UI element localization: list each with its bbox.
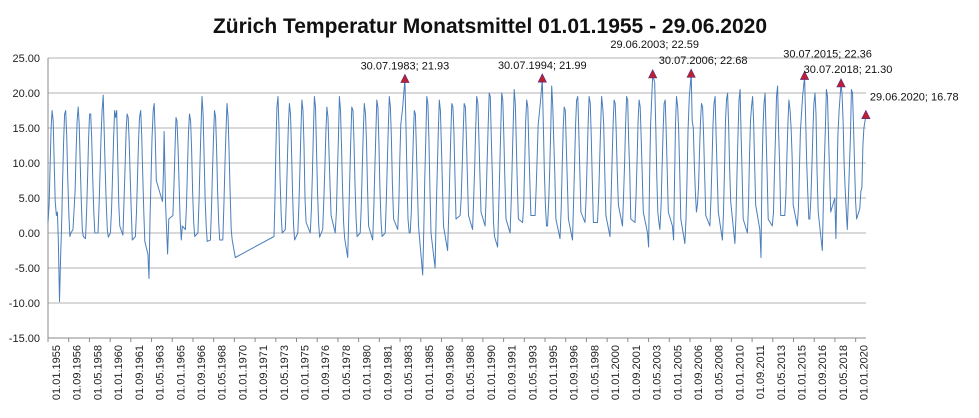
- x-tick-label: 01.01.1965: [175, 345, 187, 400]
- x-tick-label: 01.05.1958: [92, 345, 104, 400]
- x-tick-label: 01.09.1956: [72, 345, 84, 400]
- x-tick-label: 01.05.2008: [714, 345, 726, 400]
- x-tick-label: 01.01.1990: [486, 345, 498, 400]
- peak-annotation-label: 30.07.1983; 21.93: [361, 60, 450, 72]
- x-tick-label: 01.01.2020: [859, 345, 871, 400]
- x-tick-label: 01.09.1961: [134, 345, 146, 400]
- peak-marker: [648, 68, 658, 79]
- x-tick-label: 01.09.1981: [382, 345, 394, 400]
- x-tick-label: 01.01.2005: [672, 345, 684, 400]
- y-tick-label: 15.00: [12, 123, 40, 135]
- peak-marker: [400, 73, 410, 83]
- x-tick-label: 01.05.2018: [838, 345, 850, 400]
- x-tick-label: 01.01.2010: [734, 345, 746, 400]
- peak-annotation-label: 30.07.2015; 22.36: [783, 48, 872, 60]
- x-tick-label: 01.09.1986: [444, 345, 456, 400]
- x-tick-label: 01.09.2006: [693, 345, 705, 400]
- x-tick-label: 01.01.1995: [548, 345, 560, 400]
- x-tick-label: 01.05.1973: [279, 345, 291, 400]
- series-layer: [47, 73, 867, 303]
- axes: [47, 58, 866, 342]
- x-tick-label: 01.01.1960: [113, 345, 125, 400]
- peak-marker: [537, 73, 547, 83]
- x-tick-label: 01.09.1971: [258, 345, 270, 400]
- x-tick-label: 01.01.1980: [362, 345, 374, 400]
- y-tick-label: 10.00: [12, 158, 40, 170]
- x-tick-label: 01.05.1963: [155, 345, 167, 400]
- y-tick-label: -10.00: [9, 298, 40, 310]
- x-tick-label: 01.09.1966: [196, 345, 208, 400]
- x-tick-label: 01.09.2011: [755, 345, 767, 399]
- x-axis-tick-labels: 01.01.1955 01.09.1956 01.05.1958 01.01.1960…: [51, 345, 871, 400]
- x-tick-label: 01.01.1955: [51, 345, 63, 400]
- peak-annotations: 30.07.1983; 21.93 30.07.1994; 21.99 29.06.…: [361, 39, 959, 104]
- x-tick-label: 01.05.1993: [527, 345, 539, 400]
- peak-marker: [861, 109, 871, 119]
- peak-markers: [400, 68, 871, 119]
- peak-annotation-label: 29.06.2003; 22.59: [610, 39, 699, 51]
- x-tick-label: 01.05.2013: [776, 345, 788, 400]
- x-tick-label: 01.05.1988: [465, 345, 477, 400]
- y-tick-label: 20.00: [12, 88, 40, 100]
- x-tick-label: 01.09.1991: [507, 345, 519, 400]
- peak-marker: [799, 70, 810, 80]
- x-tick-label: 01.01.1970: [237, 345, 249, 400]
- x-tick-label: 01.01.2015: [797, 345, 809, 400]
- peak-annotation-label: 29.06.2020; 16.78: [870, 92, 959, 104]
- x-tick-label: 01.05.2003: [652, 345, 664, 400]
- y-tick-label: 0.00: [19, 228, 40, 240]
- x-tick-label: 01.05.1998: [589, 345, 601, 400]
- peak-annotation-label: 30.07.2006; 22.68: [659, 55, 748, 67]
- y-tick-label: -15.00: [9, 333, 40, 345]
- x-tick-label: 01.05.1983: [403, 345, 415, 400]
- temperature-series-line: [47, 73, 867, 303]
- x-tick-label: 01.09.1976: [320, 345, 332, 400]
- x-tick-label: 01.01.1985: [424, 345, 436, 400]
- peak-marker: [686, 68, 696, 78]
- y-tick-label: -5.00: [15, 263, 40, 275]
- x-tick-label: 01.09.1996: [569, 345, 581, 400]
- x-tick-label: 01.05.1968: [217, 345, 229, 400]
- peak-annotation-label: 30.07.1994; 21.99: [498, 60, 587, 72]
- y-tick-label: 25.00: [12, 53, 40, 65]
- chart-title: Zürich Temperatur Monatsmittel 01.01.195…: [213, 15, 767, 38]
- peak-marker: [836, 78, 846, 88]
- y-tick-label: 5.00: [19, 193, 40, 205]
- x-tick-label: 01.05.1978: [341, 345, 353, 400]
- x-tick-label: 01.01.1975: [300, 345, 312, 400]
- x-tick-label: 01.01.2000: [610, 345, 622, 400]
- x-tick-label: 01.09.2001: [631, 345, 643, 400]
- peak-annotation-label: 30.07.2018; 21.30: [804, 64, 893, 76]
- y-axis-tick-labels: 25.00 20.00 15.00 10.00 5.00 0.00 -5.00 -10.00 -…: [9, 53, 40, 345]
- x-tick-label: 01.09.2016: [817, 345, 829, 400]
